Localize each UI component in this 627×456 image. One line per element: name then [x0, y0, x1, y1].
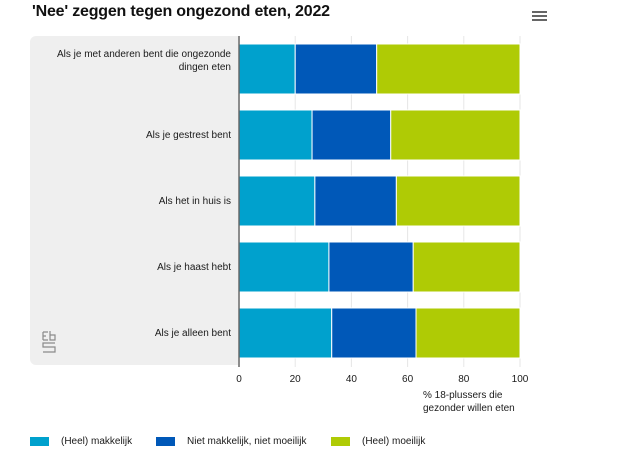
bar-segment[interactable]	[311, 109, 392, 161]
bar-segment[interactable]	[314, 175, 397, 227]
category-label-line: Als je gestrest bent	[145, 129, 231, 141]
x-tick-label: 100	[512, 374, 529, 385]
bar-segment[interactable]	[238, 109, 313, 161]
legend-item-heel-makkelijk[interactable]: (Heel) makkelijk	[30, 436, 132, 447]
category-label-line: Als je haast hebt	[157, 261, 231, 273]
legend-swatch	[30, 437, 49, 446]
hamburger-menu-icon[interactable]	[532, 10, 548, 23]
bar-segment[interactable]	[331, 307, 417, 359]
bar-segment[interactable]	[238, 43, 296, 95]
category-label-line: dingen eten	[178, 62, 231, 73]
category-label-line: Als je met anderen bent die ongezonde	[56, 49, 231, 60]
bar-segment[interactable]	[294, 43, 378, 95]
menu-line	[532, 19, 547, 21]
category-label: Als je met anderen bent die ongezonde din…	[31, 48, 231, 74]
x-tick-label: 0	[236, 374, 242, 385]
bar-segment[interactable]	[238, 175, 316, 227]
cbs-logo	[42, 331, 56, 353]
category-label: Als je gestrest bent	[31, 129, 231, 142]
legend-item-heel-moeilijk[interactable]: (Heel) moeilijk	[331, 436, 425, 447]
bar-segment[interactable]	[412, 241, 521, 293]
category-label: Als je haast hebt	[31, 261, 231, 274]
x-axis-title: % 18-plussers die gezonder willen eten	[423, 389, 515, 415]
category-label-line: Als het in huis is	[158, 195, 231, 207]
menu-line	[532, 11, 547, 13]
menu-line	[532, 15, 547, 17]
x-axis-title-line: gezonder willen eten	[423, 403, 515, 414]
legend-label: (Heel) moeilijk	[362, 436, 426, 447]
bar-segment[interactable]	[376, 43, 521, 95]
legend-label: Niet makkelijk, niet moeilijk	[187, 436, 307, 447]
category-label: Als het in huis is	[31, 195, 231, 208]
legend-swatch	[156, 437, 175, 446]
bar-segment[interactable]	[395, 175, 521, 227]
legend-item-niet-makkelijk-niet-moeilijk[interactable]: Niet makkelijk, niet moeilijk	[156, 436, 306, 447]
category-panel	[30, 36, 238, 365]
bar-segment[interactable]	[238, 241, 330, 293]
legend-swatch	[331, 437, 350, 446]
bar-segment[interactable]	[238, 307, 333, 359]
bar-segment[interactable]	[328, 241, 414, 293]
x-tick-label: 40	[346, 374, 358, 385]
x-axis-title-line: % 18-plussers die	[423, 390, 503, 401]
bar-segment[interactable]	[390, 109, 521, 161]
legend-label: (Heel) makkelijk	[61, 436, 133, 447]
category-label: Als je alleen bent	[31, 327, 231, 340]
bar-segment[interactable]	[415, 307, 521, 359]
x-tick-label: 20	[290, 374, 302, 385]
chart-title: 'Nee' zeggen tegen ongezond eten, 2022	[32, 3, 330, 20]
x-tick-label: 60	[402, 374, 414, 385]
x-tick-label: 80	[458, 374, 470, 385]
category-label-line: Als je alleen bent	[154, 327, 231, 339]
